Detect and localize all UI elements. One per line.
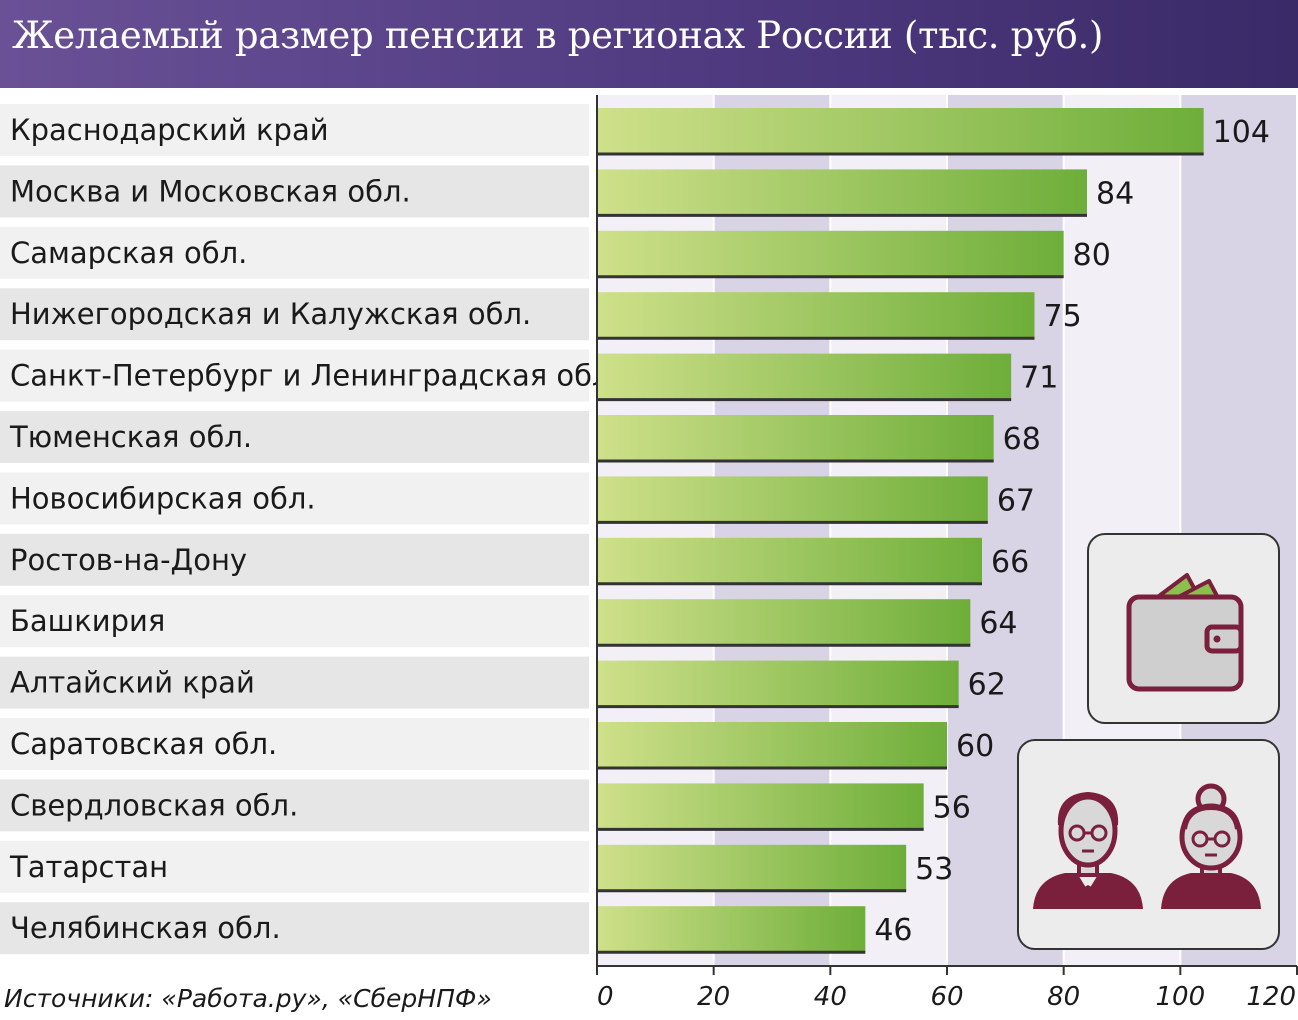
grid-band bbox=[713, 95, 831, 966]
bar bbox=[597, 292, 1035, 339]
category-label: Ростов-на-Дону bbox=[10, 543, 247, 577]
category-label: Самарская обл. bbox=[10, 236, 247, 270]
category-row bbox=[0, 840, 589, 893]
category-label: Краснодарский край bbox=[10, 113, 329, 147]
source-note: Источники: «Работа.ру», «СберНПФ» bbox=[4, 984, 492, 1013]
category-row bbox=[0, 165, 589, 218]
category-label: Тюменская обл. bbox=[9, 420, 252, 454]
bar bbox=[597, 906, 866, 953]
category-label: Башкирия bbox=[10, 604, 165, 638]
bar bbox=[597, 844, 907, 891]
category-label: Челябинская обл. bbox=[10, 911, 281, 945]
category-label: Москва и Московская обл. bbox=[10, 174, 411, 208]
value-label: 71 bbox=[1020, 361, 1058, 396]
x-tick-label: 40 bbox=[814, 982, 847, 1012]
category-row bbox=[0, 104, 589, 156]
category-row bbox=[0, 595, 589, 648]
bar bbox=[597, 415, 994, 461]
value-label: 68 bbox=[1003, 422, 1041, 457]
x-tick-label: 20 bbox=[697, 982, 730, 1012]
bar bbox=[597, 230, 1064, 277]
category-row bbox=[0, 779, 589, 832]
x-tick-label: 0 bbox=[597, 982, 614, 1012]
category-row bbox=[0, 656, 589, 709]
category-row bbox=[0, 718, 589, 770]
category-row bbox=[0, 288, 589, 341]
chart-header: Желаемый размер пенсии в регионах России… bbox=[0, 0, 1298, 88]
value-label: 80 bbox=[1073, 238, 1111, 273]
category-row bbox=[0, 902, 589, 955]
bar bbox=[597, 108, 1204, 154]
bar bbox=[597, 476, 988, 523]
category-label: Новосибирская обл. bbox=[10, 481, 316, 515]
bar bbox=[597, 169, 1087, 216]
x-tick-label: 60 bbox=[930, 982, 963, 1012]
value-label: 60 bbox=[956, 729, 994, 764]
value-label: 62 bbox=[968, 668, 1006, 703]
category-row bbox=[0, 533, 589, 586]
bar bbox=[597, 783, 924, 830]
category-row bbox=[0, 472, 589, 525]
elderly-couple-icon bbox=[1033, 783, 1261, 909]
category-row bbox=[0, 349, 589, 402]
category-label: Нижегородская и Калужская обл. bbox=[10, 297, 531, 331]
grandmother-icon bbox=[1161, 783, 1261, 909]
x-tick-label: 80 bbox=[1047, 982, 1080, 1012]
pensioners-card bbox=[1017, 739, 1280, 950]
category-label: Санкт-Петербург и Ленинградская обл. bbox=[10, 359, 620, 393]
grandfather-icon bbox=[1033, 791, 1143, 909]
category-label: Свердловская обл. bbox=[10, 788, 298, 822]
x-tick-label: 120 bbox=[1246, 982, 1296, 1012]
category-label: Татарстан bbox=[9, 850, 168, 884]
chart-title: Желаемый размер пенсии в регионах России… bbox=[12, 14, 1104, 57]
bar bbox=[597, 537, 982, 584]
bar bbox=[597, 353, 1012, 400]
wallet-icon bbox=[1126, 573, 1244, 692]
value-label: 64 bbox=[979, 606, 1017, 641]
value-label: 84 bbox=[1096, 176, 1134, 211]
value-label: 66 bbox=[991, 545, 1029, 580]
bar bbox=[597, 660, 959, 707]
x-tick-label: 100 bbox=[1156, 982, 1206, 1012]
wallet-card bbox=[1087, 533, 1280, 724]
category-label: Саратовская обл. bbox=[10, 727, 277, 761]
category-row bbox=[0, 226, 589, 279]
value-label: 53 bbox=[915, 852, 953, 887]
value-label: 67 bbox=[997, 483, 1035, 518]
value-label: 46 bbox=[874, 913, 912, 948]
value-label: 75 bbox=[1044, 299, 1082, 334]
value-label: 104 bbox=[1213, 115, 1270, 150]
category-row bbox=[0, 411, 589, 463]
bar bbox=[597, 722, 947, 768]
bar bbox=[597, 599, 971, 646]
category-label: Алтайский край bbox=[10, 666, 255, 700]
value-label: 56 bbox=[933, 790, 971, 825]
